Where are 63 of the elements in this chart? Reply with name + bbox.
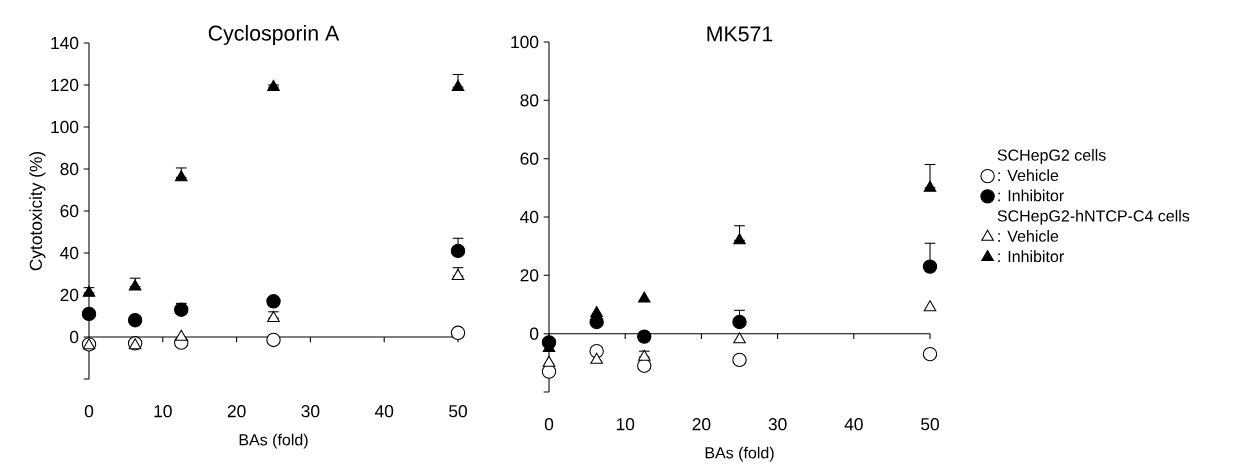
y-tick-label: 0: [69, 330, 79, 344]
point: [637, 291, 651, 303]
point: [266, 332, 281, 348]
point: [174, 329, 188, 341]
x-axis-title: BAs (fold): [705, 446, 774, 462]
chart-title: Cyclosporin A: [208, 25, 340, 45]
y-tick-label: 100: [511, 35, 539, 49]
point: [266, 294, 281, 309]
point: [174, 302, 189, 317]
text: SCHepG2-hNTCP-C4 cells: [997, 209, 1190, 225]
point: [923, 300, 937, 312]
x-tick-label: 50: [921, 418, 939, 431]
chart-title: MK571: [707, 26, 773, 42]
point: [127, 312, 143, 328]
x-tick-label: 10: [616, 418, 635, 431]
point: [922, 259, 938, 274]
text: SCHepG2 cells: [997, 149, 1106, 164]
y-tick-label: 100: [51, 120, 79, 134]
point: [81, 306, 97, 322]
point: [82, 285, 96, 297]
point: [174, 170, 188, 182]
x-tick-label: 0: [84, 405, 94, 418]
legend-label: : Vehicle: [998, 169, 1059, 182]
y-axis-title: Cytotoxicity (%): [29, 151, 46, 271]
point: [267, 79, 280, 91]
x-tick-label: 50: [449, 405, 467, 418]
point: [732, 314, 747, 330]
x-tick-label: 0: [544, 418, 554, 431]
point: [923, 180, 937, 192]
y-tick-label: 40: [60, 246, 79, 260]
y-tick-label: 40: [520, 210, 539, 224]
point: [450, 243, 466, 259]
x-tick-label: 10: [154, 405, 172, 418]
point: [451, 79, 465, 91]
y-tick-label: 60: [520, 152, 539, 165]
point: [733, 332, 746, 344]
x-tick-label: 30: [768, 418, 787, 431]
point: [733, 233, 746, 245]
point: [922, 346, 938, 362]
y-tick-label: 20: [520, 269, 539, 282]
point: [637, 329, 652, 344]
y-tick-label: 0: [529, 327, 539, 340]
x-axis-title: BAs (fold): [239, 433, 308, 449]
point: [590, 306, 603, 318]
y-tick-label: 80: [520, 94, 539, 107]
point: [450, 325, 466, 340]
y-tick-label: 140: [51, 36, 79, 50]
y-tick-label: 20: [60, 288, 79, 302]
point: [542, 355, 556, 367]
x-tick-label: 30: [301, 405, 320, 418]
y-tick-label: 60: [60, 204, 79, 218]
legend-label: : Inhibitor: [998, 189, 1064, 202]
x-tick-label: 40: [844, 418, 863, 431]
point: [590, 352, 603, 364]
point: [637, 358, 652, 373]
x-tick-label: 20: [692, 418, 711, 431]
point: [732, 352, 747, 368]
y-tick-label: 120: [51, 78, 79, 92]
y-tick-label: 80: [60, 162, 79, 176]
x-tick-label: 40: [374, 405, 394, 418]
x-tick-label: 20: [227, 405, 246, 418]
legend-label: : Inhibitor: [998, 250, 1064, 263]
legend-label: : Vehicle: [998, 230, 1059, 242]
